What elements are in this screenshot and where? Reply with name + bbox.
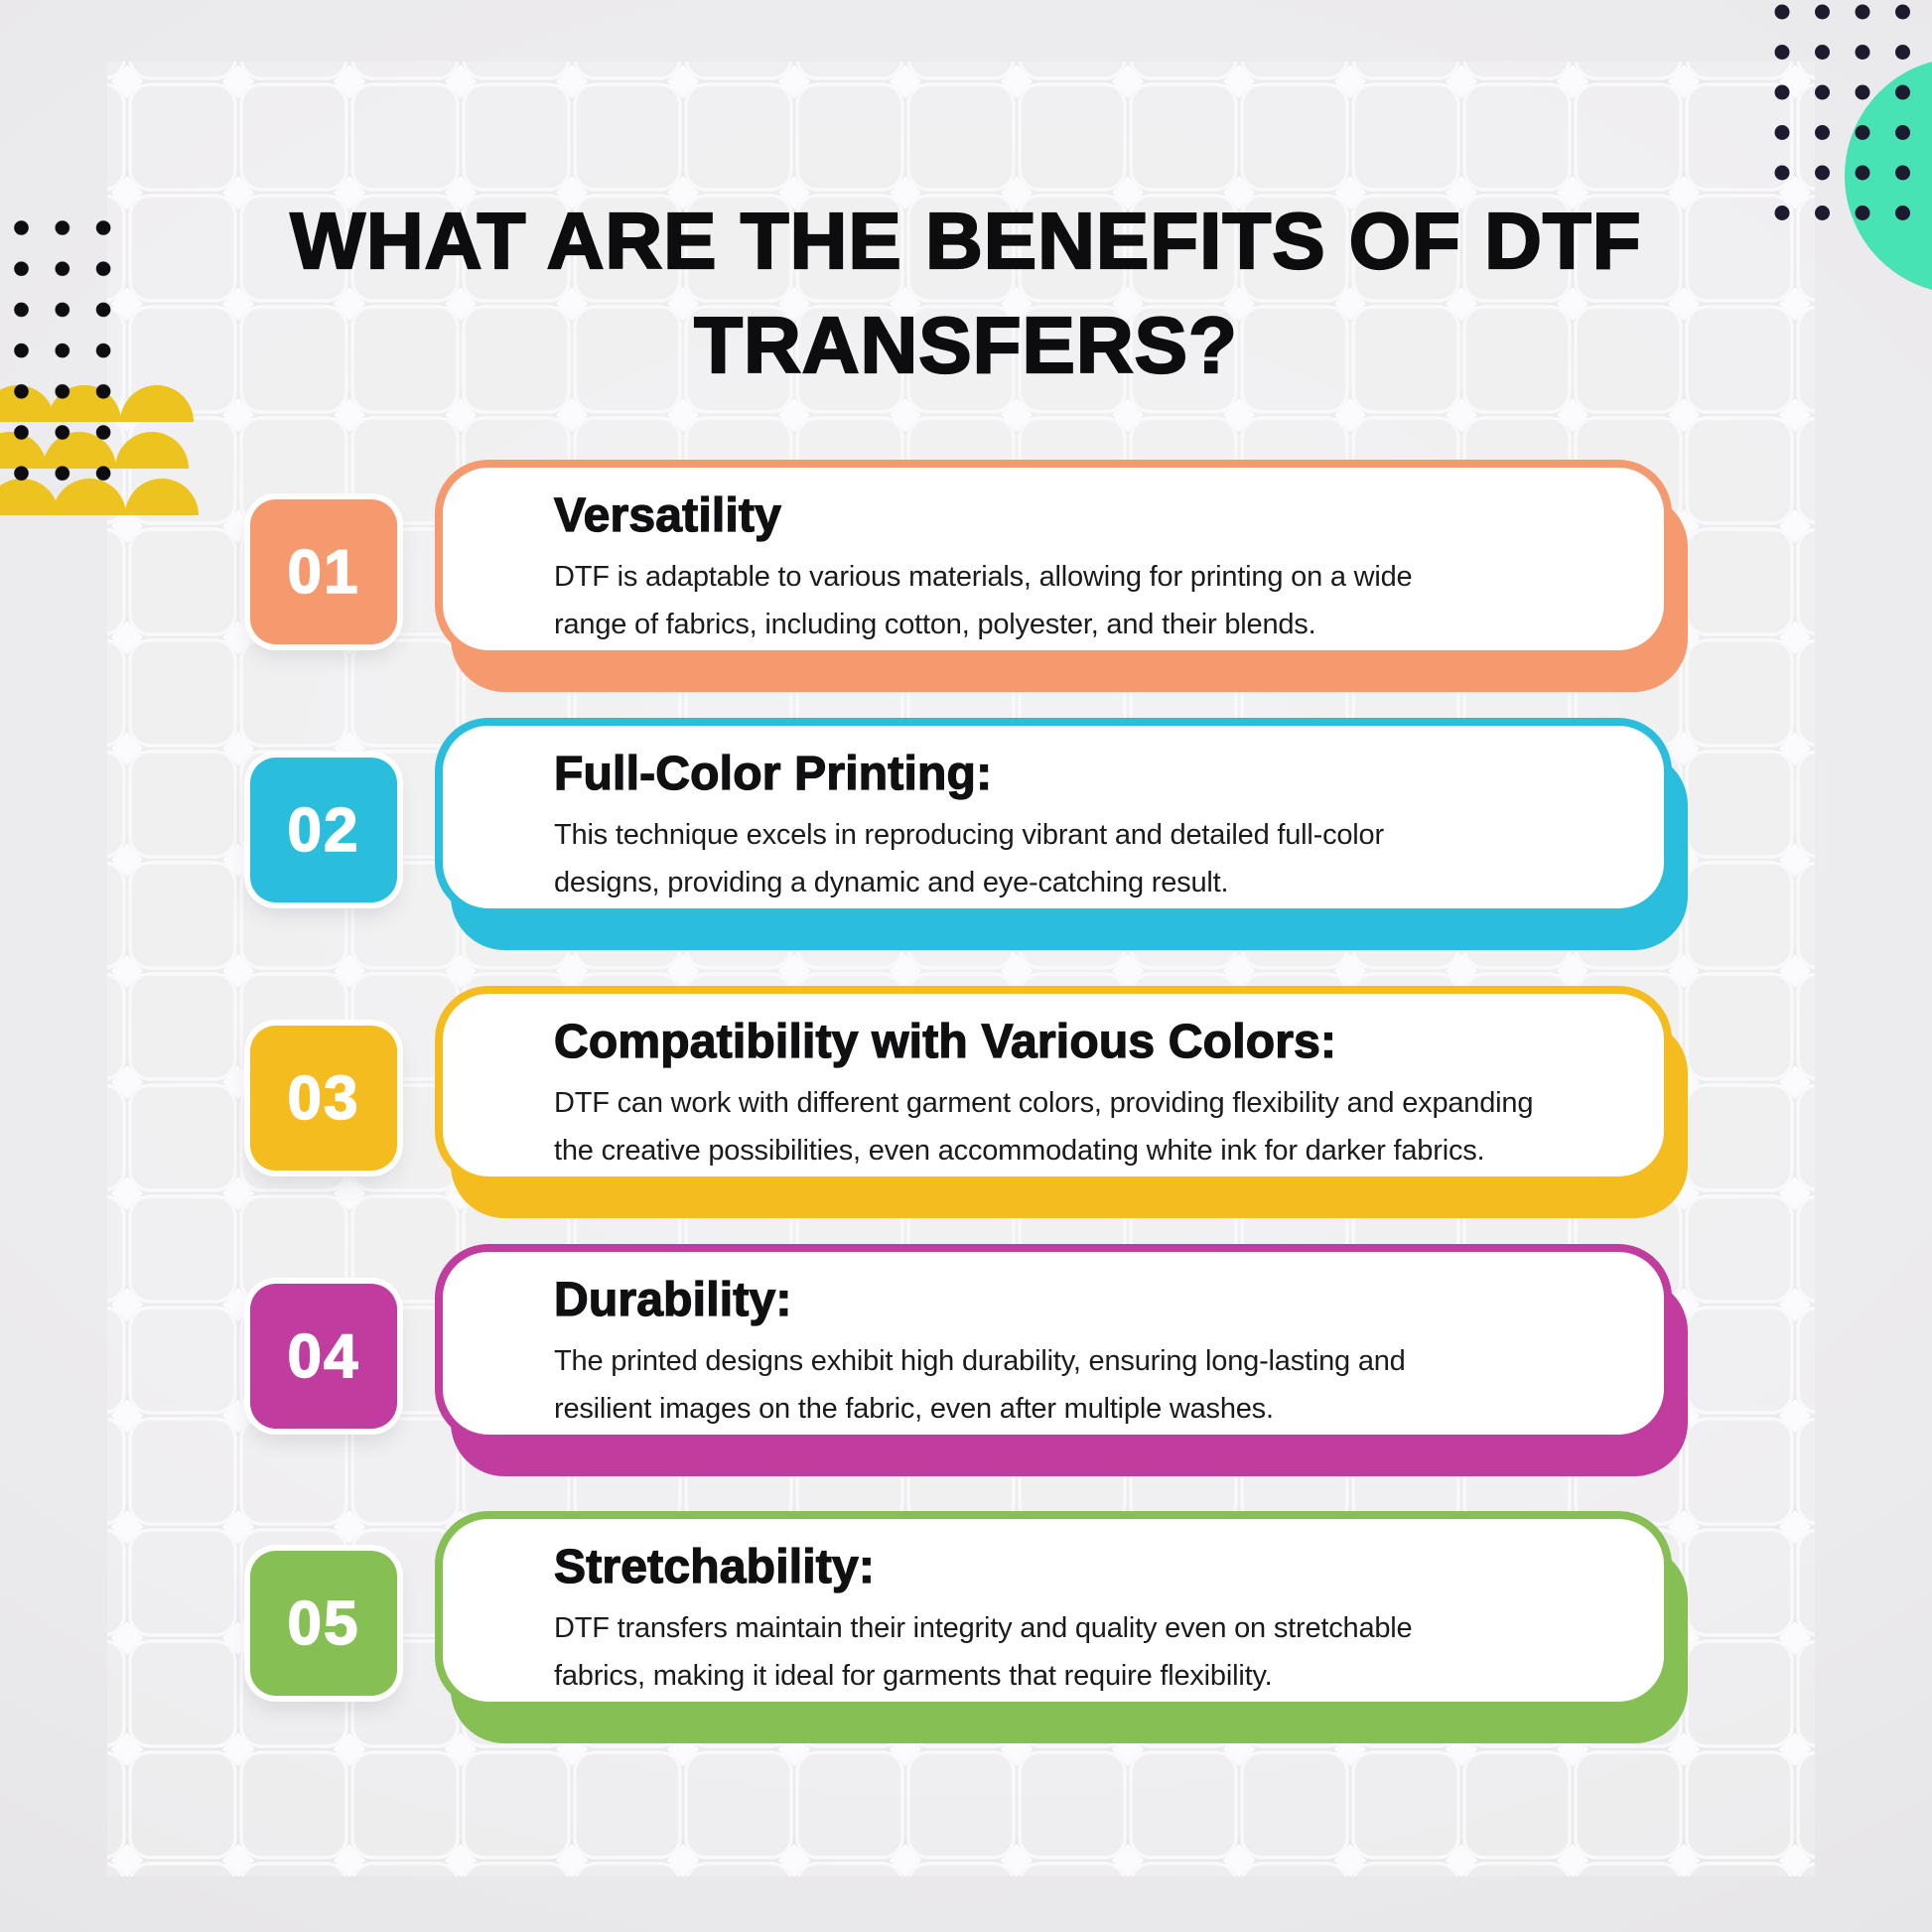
benefit-card: Versatility DTF is adaptable to various … [435, 460, 1688, 692]
benefit-description: DTF is adaptable to various materials, a… [554, 561, 1413, 640]
benefit-description: The printed designs exhibit high durabil… [554, 1345, 1406, 1425]
benefit-number-badge: 04 [250, 1284, 397, 1429]
benefit-number-badge: 05 [250, 1551, 397, 1696]
benefit-row-02: 02 Full-Color Printing: This technique e… [0, 718, 1932, 956]
benefit-title: Durability: [553, 1273, 792, 1326]
black-dots-decoration [13, 219, 119, 490]
benefit-row-01: 01 Versatility DTF is adaptable to vario… [0, 460, 1932, 698]
card-face: Compatibility with Various Colors: DTF c… [435, 986, 1672, 1184]
benefit-card: Stretchability: DTF transfers maintain t… [435, 1511, 1688, 1743]
benefit-card: Full-Color Printing: This technique exce… [435, 718, 1688, 950]
benefit-title: Full-Color Printing: [553, 747, 993, 800]
card-face: Full-Color Printing: This technique exce… [435, 718, 1672, 916]
benefit-title: Versatility [553, 488, 782, 542]
benefit-title: Stretchability: [553, 1540, 876, 1593]
card-face: Stretchability: DTF transfers maintain t… [435, 1511, 1672, 1710]
benefit-number: 04 [287, 1321, 360, 1392]
page-title: WHAT ARE THE BENEFITS OF DTF TRANSFERS? [0, 189, 1932, 397]
benefit-row-05: 05 Stretchability: DTF transfers maintai… [0, 1511, 1932, 1749]
benefit-title: Compatibility with Various Colors: [553, 1015, 1337, 1068]
card-face: Durability: The printed designs exhibit … [435, 1244, 1672, 1443]
benefit-number: 05 [287, 1588, 360, 1659]
page-title-line2: TRANSFERS? [693, 300, 1238, 390]
benefit-number-badge: 02 [250, 758, 397, 902]
benefit-row-03: 03 Compatibility with Various Colors: DT… [0, 986, 1932, 1224]
benefit-description: DTF transfers maintain their integrity a… [554, 1612, 1413, 1692]
benefit-description: This technique excels in reproducing vib… [554, 819, 1384, 898]
benefit-number: 01 [287, 537, 360, 608]
navy-dots-decoration [1773, 3, 1930, 233]
benefit-card: Durability: The printed designs exhibit … [435, 1244, 1688, 1476]
benefit-description: DTF can work with different garment colo… [554, 1087, 1534, 1167]
page-title-line1: WHAT ARE THE BENEFITS OF DTF [289, 196, 1642, 286]
benefit-number-badge: 01 [250, 499, 397, 644]
benefit-row-04: 04 Durability: The printed designs exhib… [0, 1244, 1932, 1482]
card-face: Versatility DTF is adaptable to various … [435, 460, 1672, 658]
benefit-card: Compatibility with Various Colors: DTF c… [435, 986, 1688, 1218]
benefit-number: 02 [287, 795, 360, 866]
benefit-number-badge: 03 [250, 1026, 397, 1171]
benefit-number: 03 [287, 1063, 360, 1134]
